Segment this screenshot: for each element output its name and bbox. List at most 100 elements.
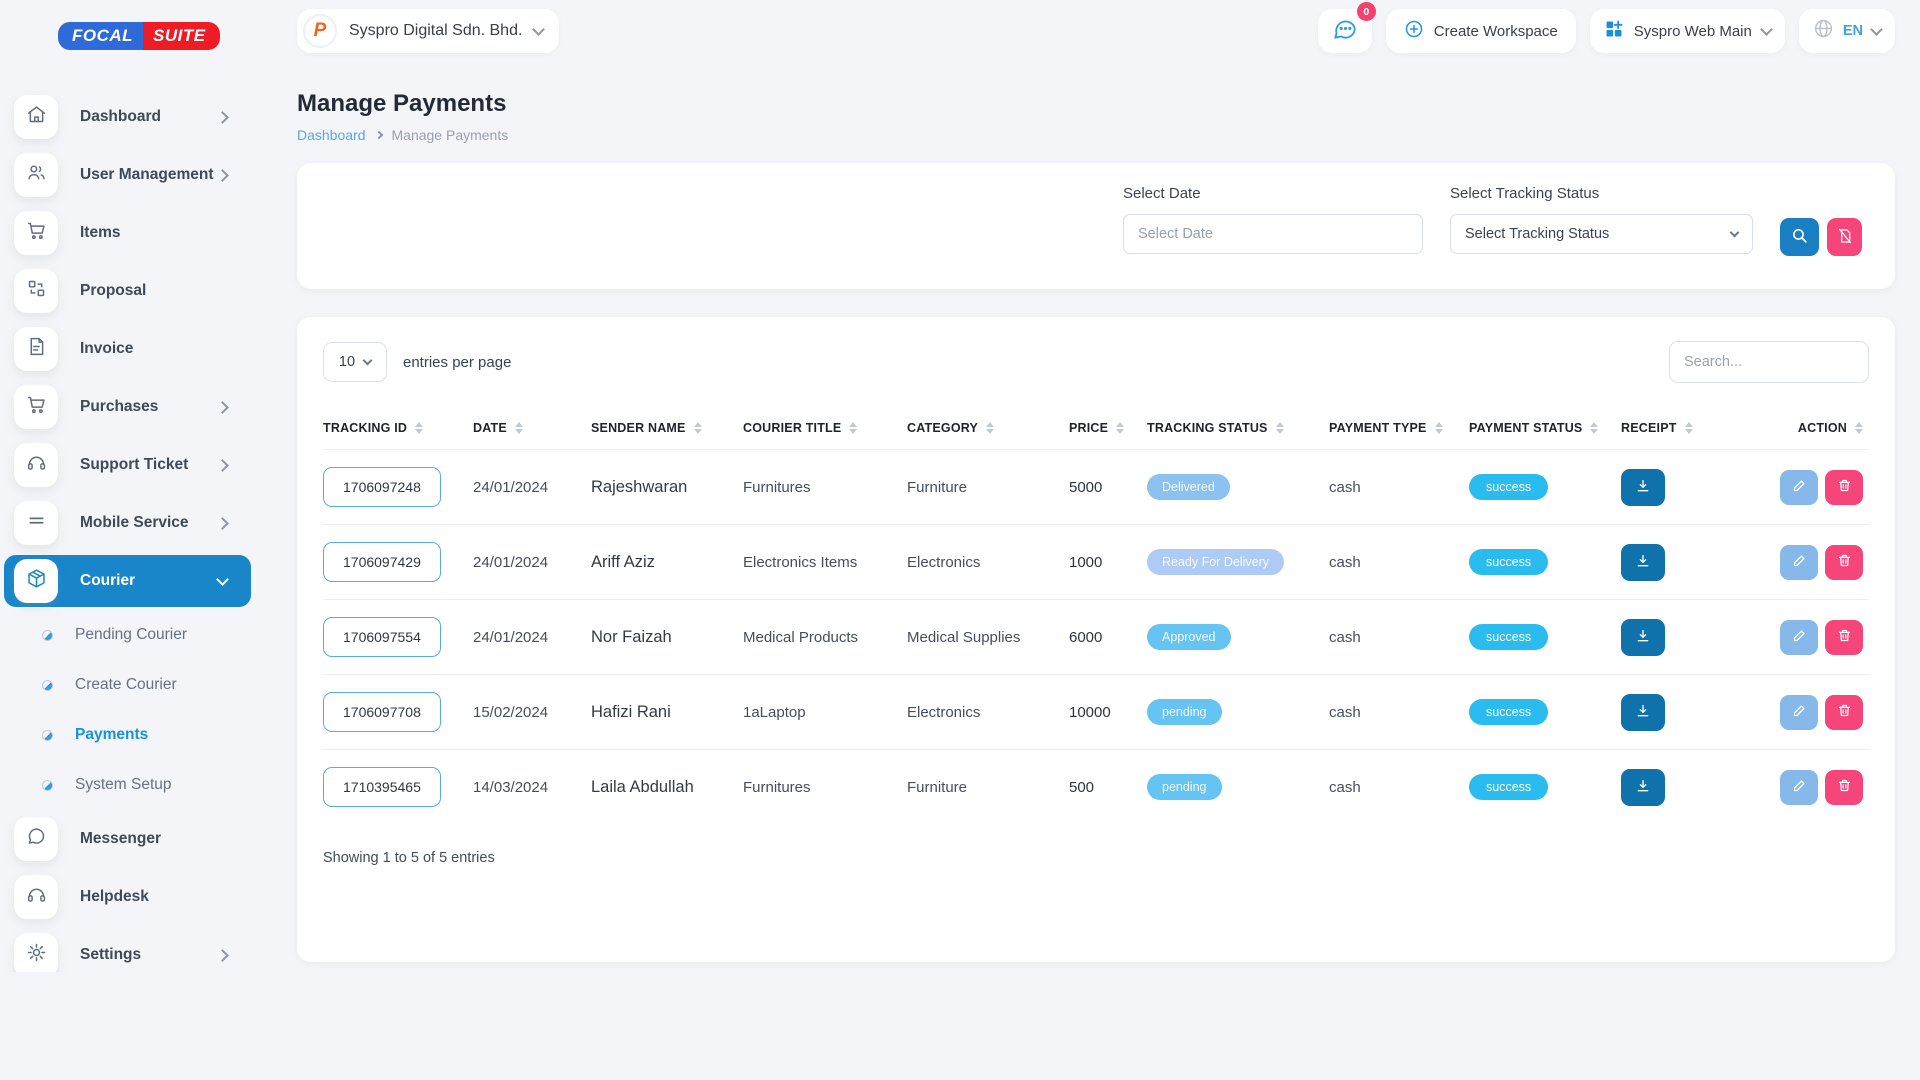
edit-button[interactable] <box>1780 544 1818 580</box>
sidebar-item-helpdesk[interactable]: Helpdesk <box>0 868 255 926</box>
column-header-sender-name[interactable]: SENDER NAME <box>591 421 702 435</box>
courier-title-cell: Furnitures <box>743 449 907 525</box>
cart-icon <box>26 220 47 246</box>
table-row: 1706097708 15/02/2024 Hafizi Rani 1aLaptop E… <box>323 674 1869 750</box>
payment-status-badge: success <box>1469 624 1549 650</box>
column-header-receipt[interactable]: RECEIPT <box>1621 421 1693 435</box>
sidebar-item-user-management[interactable]: User Management <box>0 146 255 204</box>
price-cell: 500 <box>1069 749 1147 824</box>
sidebar-item-label: Items <box>80 224 121 241</box>
column-header-category[interactable]: CATEGORY <box>907 421 995 435</box>
workspace-selector[interactable]: P Syspro Digital Sdn. Bhd. <box>297 9 560 53</box>
tracking-id-button[interactable]: 1706097554 <box>323 617 441 657</box>
receipt-download-button[interactable] <box>1621 543 1665 581</box>
sidebar-item-invoice[interactable]: Invoice <box>0 320 255 378</box>
column-header-payment-status[interactable]: PAYMENT STATUS <box>1469 421 1599 435</box>
sidebar-subitem-create-courier[interactable]: Create Courier <box>0 660 255 710</box>
sidebar-item-label: Dashboard <box>80 108 161 125</box>
sidebar-subitem-system-setup[interactable]: System Setup <box>0 760 255 810</box>
receipt-download-button[interactable] <box>1621 768 1665 806</box>
clear-filter-icon <box>1837 228 1853 247</box>
sort-icon <box>1116 422 1125 434</box>
tracking-id-button[interactable]: 1710395465 <box>323 767 441 807</box>
receipt-download-button[interactable] <box>1621 693 1665 731</box>
sidebar-subitem-pending-courier[interactable]: Pending Courier <box>0 610 255 660</box>
sidebar-item-mobile-service[interactable]: Mobile Service <box>0 494 255 552</box>
price-cell: 10000 <box>1069 674 1147 750</box>
date-cell: 15/02/2024 <box>473 674 591 750</box>
lines-icon <box>26 510 47 536</box>
app-switcher[interactable]: Syspro Web Main <box>1589 9 1785 53</box>
download-icon <box>1635 553 1651 572</box>
column-header-tracking-id[interactable]: TRACKING ID <box>323 421 424 435</box>
edit-button[interactable] <box>1780 769 1818 805</box>
tracking-status-select[interactable]: Select Tracking Status <box>1450 214 1753 254</box>
sidebar-item-items[interactable]: Items <box>0 204 255 262</box>
sidebar-item-label: Messenger <box>80 830 161 847</box>
package-icon <box>26 568 47 594</box>
topbar-actions: 0 Create Workspace Syspro Web Main <box>1317 2 1895 53</box>
breadcrumb-dashboard-link[interactable]: Dashboard <box>297 127 366 143</box>
breadcrumb: Dashboard Manage Payments <box>297 127 1895 143</box>
delete-button[interactable] <box>1825 769 1863 805</box>
entries-per-page-select[interactable]: 10 <box>323 342 387 382</box>
sidebar-item-purchases[interactable]: Purchases <box>0 378 255 436</box>
tracking-status-badge: Delivered <box>1147 474 1230 500</box>
column-header-action[interactable]: ACTION <box>1798 421 1863 435</box>
table-search-input[interactable] <box>1669 341 1869 383</box>
headset-icon <box>26 884 47 910</box>
users-icon <box>26 162 47 188</box>
breadcrumb-current: Manage Payments <box>391 127 509 143</box>
tracking-id-button[interactable]: 1706097708 <box>323 692 441 732</box>
sidebar-item-label: Helpdesk <box>80 888 149 905</box>
receipt-download-button[interactable] <box>1621 618 1665 656</box>
sidebar-item-courier[interactable]: Courier <box>4 555 251 607</box>
sidebar-item-settings[interactable]: Settings <box>0 926 255 972</box>
table-row: 1710395465 14/03/2024 Laila Abdullah Furnit… <box>323 749 1869 824</box>
sort-icon <box>514 422 523 434</box>
sidebar-item-support-ticket[interactable]: Support Ticket <box>0 436 255 494</box>
sidebar-item-proposal[interactable]: Proposal <box>0 262 255 320</box>
column-header-courier-title[interactable]: COURIER TITLE <box>743 421 858 435</box>
create-workspace-button[interactable]: Create Workspace <box>1385 9 1576 53</box>
tracking-status-badge: Ready For Delivery <box>1147 549 1284 575</box>
sidebar-item-messenger[interactable]: Messenger <box>0 810 255 868</box>
filter-search-button[interactable] <box>1780 218 1819 256</box>
column-header-payment-type[interactable]: PAYMENT TYPE <box>1329 421 1443 435</box>
tracking-id-button[interactable]: 1706097248 <box>323 467 441 507</box>
filter-clear-button[interactable] <box>1827 218 1862 256</box>
table-footer-summary: Showing 1 to 5 of 5 entries <box>323 850 495 866</box>
column-header-tracking-status[interactable]: TRACKING STATUS <box>1147 421 1284 435</box>
delete-button[interactable] <box>1825 469 1863 505</box>
edit-button[interactable] <box>1780 619 1818 655</box>
chevron-right-icon <box>216 168 229 182</box>
chat-icon <box>1332 16 1358 47</box>
messages-button[interactable]: 0 <box>1317 2 1376 53</box>
download-icon <box>1635 778 1651 797</box>
chat-icon <box>26 826 47 852</box>
sidebar-item-label: Proposal <box>80 282 147 299</box>
sidebar-item-dashboard[interactable]: Dashboard <box>0 88 255 146</box>
receipt-download-button[interactable] <box>1621 468 1665 506</box>
column-header-date[interactable]: DATE <box>473 421 523 435</box>
sidebar-item-label: User Management <box>80 166 214 183</box>
column-header-label: TRACKING STATUS <box>1147 421 1268 435</box>
delete-button[interactable] <box>1825 619 1863 655</box>
create-workspace-label: Create Workspace <box>1433 22 1558 40</box>
table-row: 1706097429 24/01/2024 Ariff Aziz Electronic… <box>323 524 1869 600</box>
delete-button[interactable] <box>1825 544 1863 580</box>
home-icon <box>26 104 47 130</box>
payments-table: TRACKING ID DATE SENDER NAME COURIER TITLE C… <box>323 407 1869 824</box>
language-selector[interactable]: EN <box>1798 9 1895 53</box>
sidebar-subitem-payments[interactable]: Payments <box>0 710 255 760</box>
language-code: EN <box>1842 23 1863 39</box>
tracking-id-button[interactable]: 1706097429 <box>323 542 441 582</box>
sidebar-item-label: Support Ticket <box>80 456 189 473</box>
pencil-icon <box>1792 703 1807 721</box>
edit-button[interactable] <box>1780 469 1818 505</box>
column-header-price[interactable]: PRICE <box>1069 421 1125 435</box>
edit-button[interactable] <box>1780 694 1818 730</box>
table-header-row: TRACKING ID DATE SENDER NAME COURIER TITLE C… <box>323 407 1869 450</box>
select-date-input[interactable] <box>1123 214 1423 254</box>
delete-button[interactable] <box>1825 694 1863 730</box>
